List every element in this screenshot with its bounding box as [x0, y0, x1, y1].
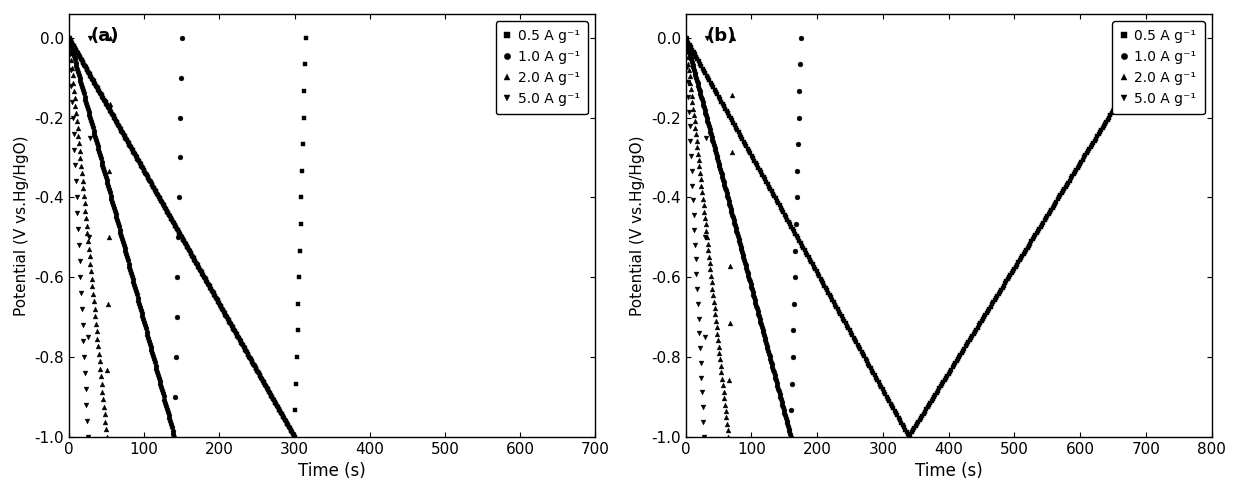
Y-axis label: Potential (V vs.Hg/HgO): Potential (V vs.Hg/HgO) — [14, 135, 29, 316]
Text: (a): (a) — [91, 27, 119, 44]
Legend: 0.5 A g⁻¹, 1.0 A g⁻¹, 2.0 A g⁻¹, 5.0 A g⁻¹: 0.5 A g⁻¹, 1.0 A g⁻¹, 2.0 A g⁻¹, 5.0 A g… — [1112, 21, 1205, 114]
Y-axis label: Potential (V vs.Hg/HgO): Potential (V vs.Hg/HgO) — [630, 135, 645, 316]
X-axis label: Time (s): Time (s) — [915, 462, 982, 480]
Legend: 0.5 A g⁻¹, 1.0 A g⁻¹, 2.0 A g⁻¹, 5.0 A g⁻¹: 0.5 A g⁻¹, 1.0 A g⁻¹, 2.0 A g⁻¹, 5.0 A g… — [496, 21, 588, 114]
Text: (b): (b) — [707, 27, 737, 44]
X-axis label: Time (s): Time (s) — [299, 462, 366, 480]
